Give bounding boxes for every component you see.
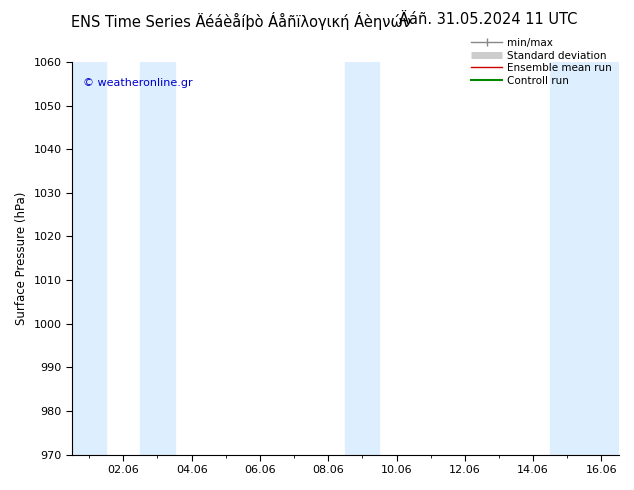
Legend: min/max, Standard deviation, Ensemble mean run, Controll run: min/max, Standard deviation, Ensemble me…	[469, 36, 613, 88]
Text: Äáñ. 31.05.2024 11 UTC: Äáñ. 31.05.2024 11 UTC	[399, 12, 578, 27]
Text: © weatheronline.gr: © weatheronline.gr	[83, 78, 193, 88]
Text: ENS Time Series Äéáèåíþò Áåñïλογική Áèηνών: ENS Time Series Äéáèåíþò Áåñïλογική Áèην…	[71, 12, 411, 30]
Bar	[346, 62, 380, 455]
Y-axis label: Surface Pressure (hPa): Surface Pressure (hPa)	[15, 192, 28, 325]
Bar	[140, 62, 174, 455]
Bar	[550, 62, 619, 455]
Bar	[72, 62, 107, 455]
